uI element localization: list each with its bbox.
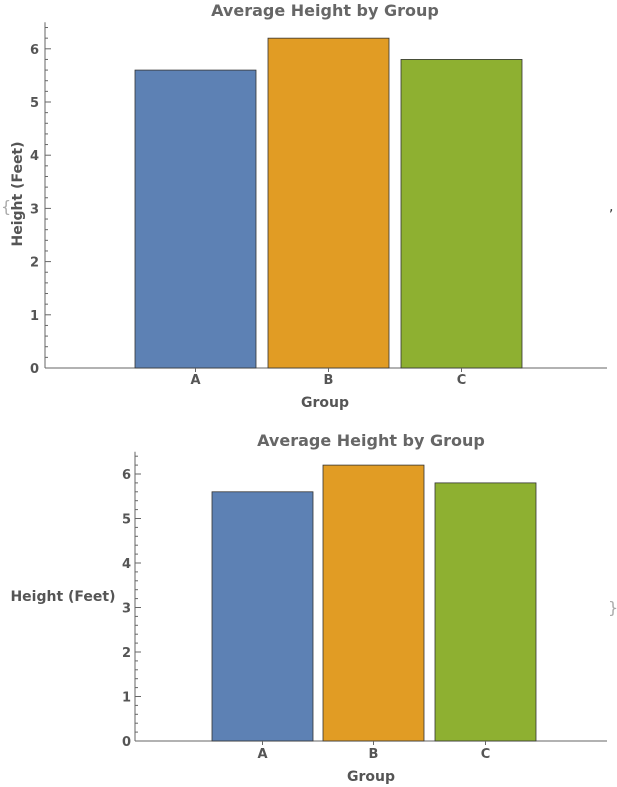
chart-1-ticks: 0 1 2 3 4 5 6 bbox=[30, 27, 51, 377]
y-tick-label: 1 bbox=[30, 309, 39, 324]
y-tick-label: 0 bbox=[122, 735, 131, 750]
y-tick-label: 2 bbox=[30, 256, 39, 271]
chart-1-bars: A B C bbox=[134, 37, 523, 388]
x-tick-label: C bbox=[457, 373, 467, 388]
x-tick-label: C bbox=[481, 747, 491, 762]
chart-2: Average Height by Group 0 1 2 3 4 5 6 A B C Grou… bbox=[10, 431, 607, 785]
y-tick-label: 2 bbox=[122, 646, 131, 661]
bar-B bbox=[267, 37, 390, 369]
y-tick-label: 1 bbox=[122, 691, 131, 706]
x-tick-label: B bbox=[369, 747, 379, 762]
chart-2-y-label: Height (Feet) bbox=[10, 589, 115, 605]
list-close-brace: } bbox=[608, 598, 617, 617]
chart-1-y-label: Height (Feet) bbox=[10, 141, 26, 246]
chart-1: Average Height by Group 0 1 2 3 4 5 6 A B C Grou… bbox=[10, 1, 607, 411]
list-separator: , bbox=[609, 199, 613, 215]
chart-1-title: Average Height by Group bbox=[211, 1, 439, 20]
bar-A bbox=[134, 69, 257, 369]
y-tick-label: 4 bbox=[122, 557, 131, 572]
chart-2-title: Average Height by Group bbox=[257, 431, 485, 450]
bar-C bbox=[434, 482, 537, 742]
y-tick-label: 5 bbox=[30, 96, 39, 111]
y-tick-label: 3 bbox=[30, 202, 39, 217]
chart-2-bars: A B C bbox=[211, 464, 537, 762]
chart-2-x-label: Group bbox=[347, 769, 395, 785]
bar-C bbox=[400, 59, 523, 369]
y-tick-label: 3 bbox=[122, 602, 131, 617]
chart-1-x-label: Group bbox=[301, 395, 349, 411]
bar-B bbox=[322, 464, 425, 742]
list-open-brace: { bbox=[1, 197, 11, 216]
y-tick-label: 4 bbox=[30, 149, 39, 164]
y-tick-label: 0 bbox=[30, 362, 39, 377]
y-tick-label: 6 bbox=[30, 43, 39, 58]
x-tick-label: B bbox=[324, 373, 334, 388]
y-tick-label: 6 bbox=[122, 468, 131, 483]
x-tick-label: A bbox=[257, 747, 267, 762]
chart-2-ticks: 0 1 2 3 4 5 6 bbox=[122, 455, 141, 750]
x-tick-label: A bbox=[190, 373, 200, 388]
y-tick-label: 5 bbox=[122, 513, 131, 528]
bar-A bbox=[211, 491, 314, 742]
